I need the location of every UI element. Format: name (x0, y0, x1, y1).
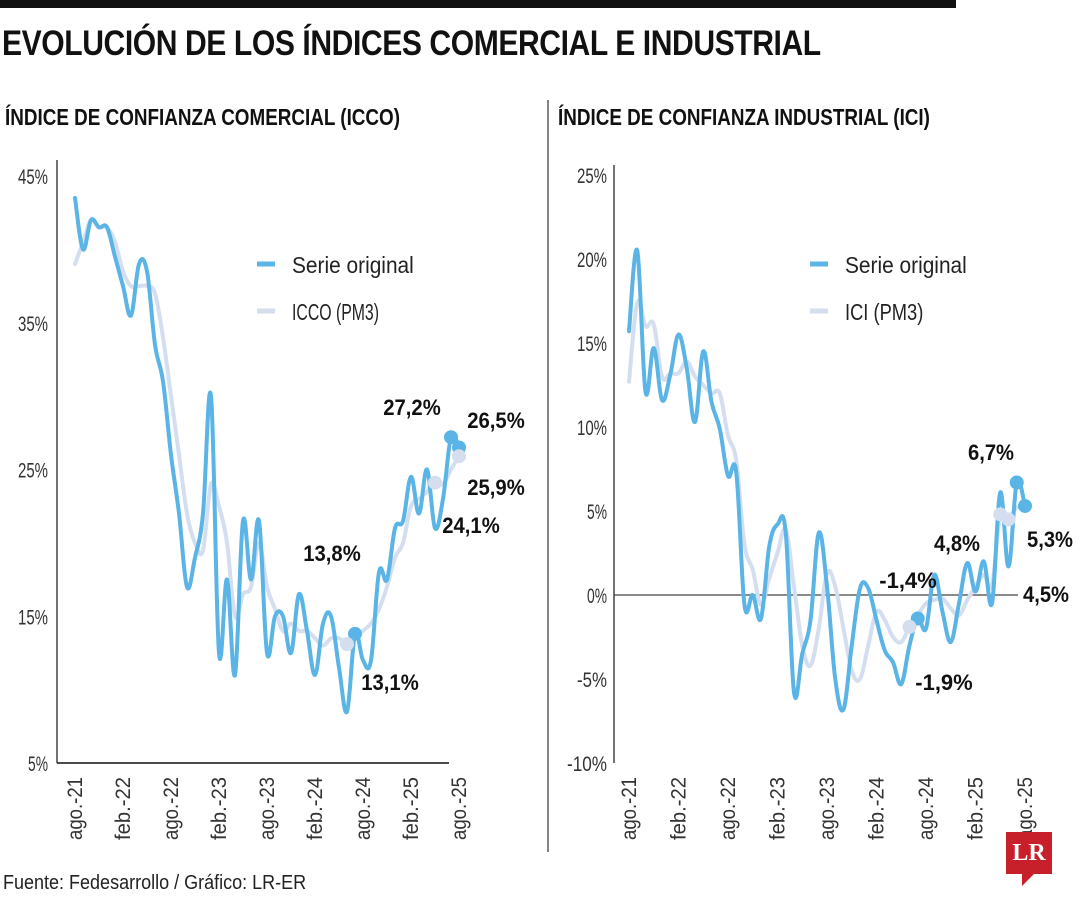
x-tick-label: ago.-21 (64, 777, 87, 840)
y-tick-label: 25% (18, 460, 48, 483)
data-label: 13,1% (361, 670, 419, 695)
x-tick-label: ago.-22 (717, 777, 740, 840)
y-tick-label: -5% (577, 669, 607, 692)
x-tick-label: feb.-23 (208, 777, 231, 840)
data-label: 26,5% (467, 408, 525, 433)
x-tick-label: ago.-25 (1014, 777, 1037, 840)
x-tick-label: feb.-22 (668, 777, 691, 840)
x-tick-label: feb.-24 (304, 777, 327, 840)
x-tick-label: ago.-24 (352, 777, 375, 840)
x-tick-label: feb.-25 (400, 777, 423, 840)
pm3-series-line (73, 217, 461, 648)
data-point-marker (1009, 475, 1024, 490)
x-tick-label: ago.-23 (816, 777, 839, 840)
legend-label: Serie original (292, 252, 414, 278)
x-tick-label: feb.-24 (866, 777, 889, 840)
original-series-line (627, 247, 1027, 713)
y-tick-label: -10% (567, 753, 607, 776)
y-tick-label: 15% (577, 333, 607, 356)
x-tick-label: feb.-23 (767, 777, 790, 840)
x-tick-label: ago.-21 (618, 777, 641, 840)
chart-title-ici: ÍNDICE DE CONFIANZA INDUSTRIAL (ICI) (558, 104, 930, 130)
y-tick-label: 5% (587, 501, 607, 524)
y-tick-label: 10% (577, 417, 607, 440)
data-point-marker (1018, 498, 1032, 513)
data-label: 25,9% (467, 475, 525, 500)
x-tick-label: ago.-22 (160, 777, 183, 840)
data-label: -1,4% (879, 568, 937, 593)
data-label: 13,8% (303, 541, 361, 566)
pm3-series-line (627, 298, 1027, 683)
x-tick-label: ago.-23 (256, 777, 279, 840)
y-tick-label: 0% (587, 585, 607, 608)
data-label: 6,7% (968, 440, 1014, 465)
y-tick-label: 15% (18, 606, 48, 629)
y-tick-label: 20% (577, 249, 607, 272)
x-tick-label: ago.-25 (448, 777, 471, 840)
legend-label: Serie original (845, 252, 967, 278)
y-tick-label: 5% (28, 753, 48, 776)
data-point-marker (340, 637, 354, 652)
data-label: 27,2% (383, 395, 441, 420)
data-point-marker (902, 619, 917, 634)
page-title: EVOLUCIÓN DE LOS ÍNDICES COMERCIAL E IND… (2, 24, 821, 63)
y-tick-label: 25% (577, 165, 607, 188)
x-tick-label: feb.-22 (112, 777, 135, 840)
data-label: 4,5% (1023, 582, 1069, 607)
top-bar (0, 0, 956, 8)
original-series-line (73, 196, 461, 715)
data-label: -1,9% (915, 670, 973, 695)
data-point-marker (348, 626, 362, 641)
data-point-marker (452, 449, 466, 464)
legend-label: ICI (PM3) (845, 299, 923, 325)
chart-title-icco: ÍNDICE DE CONFIANZA COMERCIAL (ICCO) (5, 104, 401, 130)
data-point-marker (1001, 512, 1016, 527)
y-tick-label: 45% (18, 166, 48, 189)
y-tick-label: 35% (18, 313, 48, 336)
legend-label: ICCO (PM3) (292, 299, 379, 325)
x-tick-label: feb.-25 (965, 777, 988, 840)
data-point-marker (428, 475, 442, 490)
data-label: 24,1% (442, 513, 500, 538)
lr-logo: LR (1006, 832, 1052, 886)
icco-chart: 45% 35% 25% 15% 5% ago.-21 feb.-22 ago.-22 feb.-… (18, 160, 525, 840)
x-tick-label: ago.-24 (915, 777, 938, 840)
source-note: Fuente: Fedesarrollo / Gráfico: LR-ER (3, 872, 307, 894)
data-point-marker (444, 430, 458, 445)
ici-chart: 25% 20% 15% 10% 5% 0% -5% -10% ago.-21 feb.-22 ago… (567, 165, 1073, 840)
data-label: 5,3% (1027, 527, 1073, 552)
data-label: 4,8% (934, 531, 980, 556)
